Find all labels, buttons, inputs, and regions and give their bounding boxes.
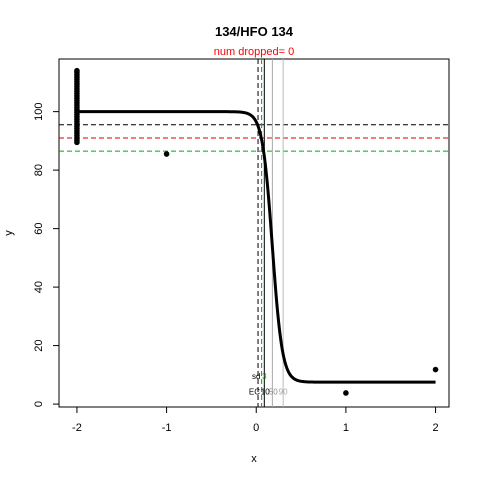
- y-tick-label: 0: [33, 401, 45, 407]
- y-tick-label: 60: [33, 222, 45, 234]
- plot-frame: [58, 58, 450, 408]
- x-tick-label: 1: [343, 422, 349, 434]
- y-tick-label: 100: [33, 102, 45, 120]
- chart-title: 134/HFO 134: [215, 24, 294, 39]
- y-tick-label: 80: [33, 164, 45, 176]
- x-axis: -2 -1 0 1 2: [72, 407, 439, 434]
- data-point: [432, 366, 439, 373]
- y-tick-label: 40: [33, 281, 45, 293]
- annotation-label: 10: [261, 388, 270, 397]
- data-point: [343, 390, 349, 396]
- reference-lines-horizontal: [59, 124, 449, 152]
- data-points: [74, 67, 439, 396]
- data-point: [74, 67, 80, 74]
- annotations: sd 3EC 10 50 90: [249, 372, 288, 396]
- y-axis: 0 20 40 60 80 100: [33, 102, 59, 407]
- fit-curve: [76, 110, 436, 384]
- annotation-label: EC: [249, 388, 260, 397]
- x-axis-label: x: [251, 453, 257, 465]
- data-point: [163, 151, 170, 157]
- x-tick-label: -2: [72, 422, 82, 434]
- annotation-label: sd: [252, 372, 260, 381]
- annotation-label: 90: [279, 388, 288, 397]
- annotation-label: 3: [262, 372, 267, 381]
- x-tick-label: 0: [253, 422, 259, 434]
- x-tick-label: -1: [162, 422, 172, 434]
- annotation-label: 50: [269, 388, 278, 397]
- x-tick-label: 2: [432, 422, 438, 434]
- y-tick-label: 20: [33, 339, 45, 351]
- y-axis-label: y: [3, 230, 15, 236]
- chart-subtitle: num dropped= 0: [214, 46, 294, 58]
